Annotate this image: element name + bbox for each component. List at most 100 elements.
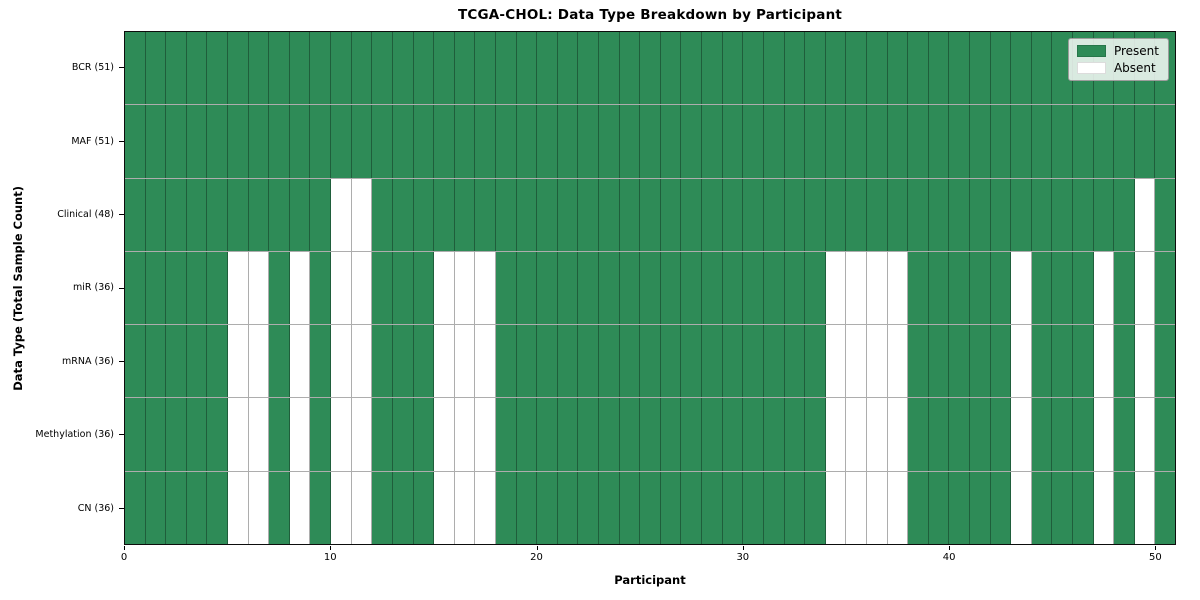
heatmap-cell [1155, 178, 1176, 251]
heatmap-cell [331, 398, 352, 471]
heatmap-cell [1052, 251, 1074, 325]
heatmap-cell [289, 105, 311, 178]
x-tick-label: 50 [1148, 552, 1162, 563]
heatmap-cell [269, 178, 290, 251]
heatmap-cell [763, 398, 785, 471]
heatmap-cell [516, 251, 538, 325]
heatmap-cell [269, 32, 290, 105]
heatmap-cell [351, 325, 373, 398]
heatmap-cell [990, 251, 1012, 325]
heatmap-cell [681, 398, 703, 471]
heatmap-cell [908, 325, 929, 398]
heatmap-cell [1114, 398, 1135, 471]
heatmap-cell [743, 471, 764, 544]
heatmap-cell [743, 32, 764, 105]
heatmap-cell [825, 251, 847, 325]
heatmap-cell [681, 178, 703, 251]
heatmap-cell [990, 32, 1012, 105]
heatmap-cell [805, 398, 826, 471]
heatmap-cell [599, 398, 620, 471]
heatmap-cell [289, 325, 311, 398]
heatmap-cell [557, 105, 579, 178]
heatmap-cell [702, 32, 723, 105]
heatmap-cell [537, 32, 558, 105]
heatmap-cell [805, 105, 826, 178]
heatmap-cell [557, 471, 579, 544]
heatmap-cell [969, 325, 991, 398]
heatmap-cell [1011, 251, 1032, 325]
heatmap-cell [1031, 471, 1053, 544]
x-tick-label: 0 [120, 552, 128, 563]
heatmap-cell [722, 32, 744, 105]
legend-swatch-present-icon [1076, 45, 1106, 57]
heatmap-cell [228, 471, 249, 544]
heatmap-cell [1031, 325, 1053, 398]
heatmap-cell [825, 398, 847, 471]
heatmap-cell [681, 105, 703, 178]
heatmap-cell [990, 325, 1012, 398]
heatmap-cell [454, 178, 476, 251]
heatmap-cell [413, 32, 435, 105]
heatmap-cell [495, 325, 517, 398]
heatmap-cell [846, 251, 867, 325]
heatmap-cell [248, 325, 270, 398]
y-tick-mark [119, 287, 124, 289]
heatmap-cell [392, 398, 414, 471]
heatmap-cell [825, 325, 847, 398]
heatmap-cell [908, 105, 929, 178]
heatmap-cell [1134, 178, 1156, 251]
heatmap-cell [619, 325, 641, 398]
heatmap-cell [578, 251, 600, 325]
heatmap-cell [372, 325, 393, 398]
heatmap-cell [784, 105, 806, 178]
heatmap-cell [125, 32, 146, 105]
heatmap-cell [846, 325, 867, 398]
heatmap-cell [248, 178, 270, 251]
y-tick-label: miR (36) [72, 282, 114, 294]
heatmap-cell [228, 251, 249, 325]
x-tick-label: 30 [736, 552, 750, 563]
heatmap-cell [722, 398, 744, 471]
heatmap-cell [702, 471, 723, 544]
heatmap-cell [702, 178, 723, 251]
heatmap-cell [125, 178, 146, 251]
heatmap-cell [166, 471, 187, 544]
heatmap-cell [702, 105, 723, 178]
heatmap-cell [125, 105, 146, 178]
heatmap-cell [1073, 471, 1094, 544]
heatmap-cell [866, 32, 888, 105]
heatmap-cell [1073, 325, 1094, 398]
heatmap-cell [928, 251, 950, 325]
heatmap-cell [640, 471, 661, 544]
heatmap-cell [537, 325, 558, 398]
heatmap-cell [248, 32, 270, 105]
heatmap-cell [331, 178, 352, 251]
heatmap-cell [228, 178, 249, 251]
heatmap-cell [413, 105, 435, 178]
heatmap-cell [145, 251, 167, 325]
heatmap-cell [1155, 471, 1176, 544]
heatmap-cell [207, 471, 229, 544]
heatmap-cell [619, 32, 641, 105]
heatmap-cell [186, 471, 208, 544]
heatmap-cell [949, 398, 970, 471]
y-tick-mark [119, 434, 124, 436]
heatmap-cell [578, 178, 600, 251]
y-tick-label: BCR (51) [71, 62, 114, 74]
heatmap-cell [1011, 32, 1032, 105]
heatmap-cell [1093, 471, 1115, 544]
heatmap-cell [681, 325, 703, 398]
heatmap-cell [392, 32, 414, 105]
y-tick-mark [119, 214, 124, 216]
heatmap-cell [1052, 471, 1074, 544]
x-axis-label: Participant [614, 573, 686, 587]
heatmap-cell [289, 471, 311, 544]
heatmap-cell [825, 178, 847, 251]
heatmap-cell [1155, 325, 1176, 398]
heatmap-cell [537, 105, 558, 178]
heatmap-cell [722, 471, 744, 544]
heatmap-cell [578, 398, 600, 471]
heatmap-cell [928, 325, 950, 398]
heatmap-cell [1114, 471, 1135, 544]
